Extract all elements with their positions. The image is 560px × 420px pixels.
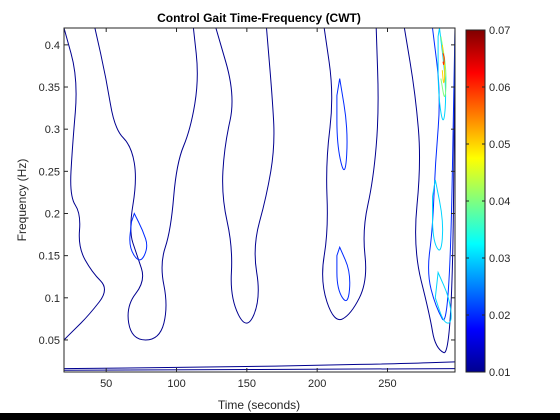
- x-axis: 50 100 150 200 250: [100, 28, 397, 390]
- contour-line-6: [336, 78, 348, 171]
- contour-lines: [64, 28, 455, 371]
- contour-line-4: [403, 28, 455, 354]
- contour-line-15: [64, 361, 455, 370]
- x-tick-label: 200: [308, 378, 326, 390]
- colorbar-tick-label: 0.01: [489, 367, 510, 379]
- y-tick-label: 0.25: [39, 166, 60, 178]
- y-axis-label: Frequency (Hz): [15, 159, 29, 242]
- colorbar-tick-label: 0.06: [489, 82, 510, 94]
- plot-area: [64, 28, 455, 372]
- contour-line-3: [322, 28, 379, 321]
- contour-line-9: [432, 179, 444, 251]
- chart-title: Control Gait Time-Frequency (CWT): [157, 11, 361, 25]
- contour-line-7: [336, 245, 351, 302]
- contour-line-14: [442, 53, 445, 65]
- y-tick-label: 0.4: [45, 40, 60, 52]
- y-tick-label: 0.35: [39, 82, 60, 94]
- contour-line-5: [129, 212, 148, 261]
- window-edge: [0, 413, 560, 420]
- x-tick-label: 250: [378, 378, 396, 390]
- y-tick-label: 0.3: [45, 124, 60, 136]
- x-tick-label: 150: [238, 378, 256, 390]
- colorbar-tick-label: 0.07: [489, 25, 510, 37]
- y-axis: 0.05 0.1 0.15 0.2 0.25 0.3 0.35 0.4: [39, 40, 455, 347]
- contour-line-16: [64, 368, 455, 371]
- contour-line-13: [441, 44, 446, 84]
- y-tick-label: 0.2: [45, 208, 60, 220]
- contour-line-12: [440, 36, 447, 98]
- contour-line-1: [94, 28, 198, 341]
- y-tick-label: 0.15: [39, 251, 60, 263]
- colorbar-tick-label: 0.02: [489, 310, 510, 322]
- contour-line-10: [434, 270, 452, 324]
- x-tick-label: 50: [100, 378, 112, 390]
- colorbar-ticks: 0.01 0.02 0.03 0.04 0.05 0.06 0.07: [466, 25, 510, 379]
- y-tick-label: 0.05: [39, 335, 60, 347]
- colorbar-tick-label: 0.04: [489, 196, 510, 208]
- contour-line-11: [437, 28, 447, 121]
- colorbar-tick-label: 0.05: [489, 139, 510, 151]
- colorbar-tick-label: 0.03: [489, 253, 510, 265]
- x-tick-label: 100: [167, 378, 185, 390]
- plot-frame: [63, 27, 456, 373]
- contour-line-2: [215, 28, 275, 324]
- contour-line-0: [64, 28, 105, 341]
- x-axis-label: Time (seconds): [218, 398, 300, 412]
- y-tick-label: 0.1: [45, 293, 60, 305]
